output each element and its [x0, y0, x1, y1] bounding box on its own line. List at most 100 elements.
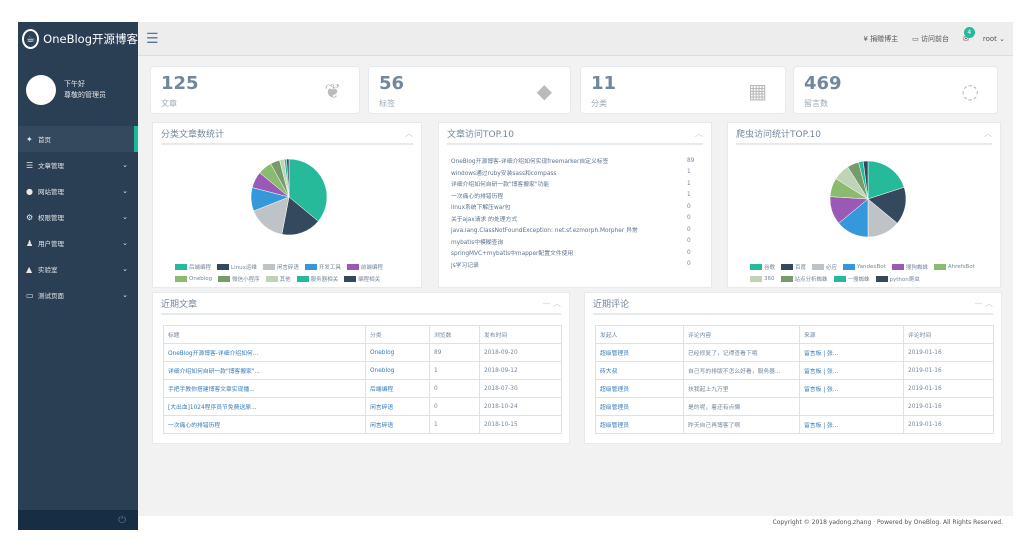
table-cell: 0 [429, 379, 480, 398]
table-link[interactable]: 留言板 | 张... [799, 415, 904, 434]
table-link[interactable]: 闲言碎语 [365, 415, 430, 434]
article-link[interactable]: java.lang.ClassNotFoundException: net.sf… [451, 228, 638, 235]
article-link[interactable]: OneBlog开源博客-详细介绍如何实现freemarker自定义标签 [451, 159, 609, 166]
column-header: 标题 [163, 325, 366, 344]
table-cell: 1 [429, 415, 480, 434]
table-link[interactable]: 详细介绍如何自研一款"博客搬家"... [163, 361, 366, 380]
article-link[interactable]: mybatis中模糊查询 [451, 239, 504, 246]
sidebar-item-label: 文章管理 [38, 162, 64, 170]
messages-button[interactable]: ✉ 4 [963, 26, 975, 43]
avatar[interactable] [26, 75, 56, 105]
list-item[interactable]: 详细介绍如何自研一款"博客搬家"功能 1 [451, 178, 699, 190]
brand[interactable]: ☕ OneBlog开源博客 [18, 22, 138, 56]
sidebar-item-6[interactable]: ▭ 测试页面 ⌄ [18, 282, 138, 308]
stat-card-tags[interactable]: 56 标签 ◆ [368, 66, 571, 114]
list-item[interactable]: js学习记录 0 [451, 259, 699, 271]
article-link[interactable]: linux系统下解压war包 [451, 205, 511, 212]
menu-toggle-icon[interactable]: ☰ [146, 30, 159, 47]
sidebar: ☕ OneBlog开源博客 下午好 尊敬的管理员 ✦ 首页 ☰ 文章管理 ⌄ ● 网站管理 ⌄… [18, 22, 138, 530]
pie-slice[interactable] [867, 160, 905, 200]
legend-entry[interactable]: python爬虫 [875, 275, 920, 283]
user-menu[interactable]: root ⌄ [983, 35, 1005, 43]
table-link[interactable]: 一次痛心的排错历程 [163, 415, 366, 434]
legend-entry[interactable]: 一搜蜘蛛 [833, 275, 870, 283]
pie-slice[interactable] [288, 158, 328, 222]
table-link[interactable]: [大出血]1024程序员节免费送原... [163, 397, 366, 416]
legend-entry[interactable]: 百度 [781, 263, 806, 271]
table-link[interactable]: 留言板 | 张... [799, 361, 904, 380]
sidebar-item-0[interactable]: ✦ 首页 [18, 126, 138, 152]
sidebar-item-2[interactable]: ● 网站管理 ⌄ [18, 178, 138, 204]
legend-entry[interactable]: 360 [750, 276, 775, 282]
comments-icon: ◌ [961, 79, 979, 103]
table-link[interactable]: 超级管理员 [595, 343, 684, 362]
list-item[interactable]: java.lang.ClassNotFoundException: net.sf… [451, 224, 699, 236]
power-icon[interactable]: ⏻ [118, 514, 126, 526]
list-item[interactable]: springMVC+mybatis中mapper配置文件使用 0 [451, 247, 699, 259]
legend-entry[interactable]: 站点分析蜘蛛 [780, 275, 828, 283]
list-item[interactable]: 一次痛心的排错历程 1 [451, 190, 699, 202]
list-item[interactable]: OneBlog开源博客-详细介绍如何实现freemarker自定义标签 89 [451, 155, 699, 167]
stat-card-categories[interactable]: 11 分类 ▦ [580, 66, 786, 114]
legend-label: Linux运维 [231, 265, 257, 271]
stat-card-comments[interactable]: 469 留言数 ◌ [793, 66, 998, 114]
table-link[interactable]: 超级管理员 [595, 415, 684, 434]
legend-entry[interactable]: 必应 [812, 263, 837, 271]
article-link[interactable]: springMVC+mybatis中mapper配置文件使用 [451, 251, 574, 258]
legend-entry[interactable]: 开发工具 [304, 263, 341, 271]
collapse-icon[interactable]: ︿ [984, 128, 992, 138]
sidebar-item-label: 实验室 [38, 266, 58, 274]
list-item[interactable]: 关于ajax请求 的处理方式 0 [451, 213, 699, 225]
table-link[interactable]: 留言板 | 张... [799, 343, 904, 362]
table-link[interactable]: 闲言碎语 [365, 397, 430, 416]
sidebar-item-1[interactable]: ☰ 文章管理 ⌄ [18, 152, 138, 178]
article-link[interactable]: windows通过ruby安装sass和compass [451, 170, 557, 177]
legend-entry[interactable]: 其他 [265, 275, 291, 283]
table-link[interactable]: 超级管理员 [595, 397, 684, 416]
visit-count: 1 [687, 192, 691, 199]
collapse-icon[interactable]: ︿ [405, 128, 413, 138]
article-link[interactable]: 关于ajax请求 的处理方式 [451, 216, 518, 223]
legend-entry[interactable]: 谷歌 [750, 263, 775, 271]
list-item[interactable]: mybatis中模糊查询 0 [451, 236, 699, 248]
legend-swatch [833, 276, 846, 282]
table-link[interactable]: 超级管理员 [595, 379, 684, 398]
legend-entry[interactable]: Oneblog [175, 276, 212, 282]
sidebar-item-5[interactable]: ▲ 实验室 ⌄ [18, 256, 138, 282]
sidebar-item-4[interactable]: ♟ 用户管理 ⌄ [18, 230, 138, 256]
legend-entry[interactable]: 编程相关 [344, 275, 380, 283]
list-item[interactable]: linux系统下解压war包 0 [451, 201, 699, 213]
table-link[interactable]: 留言板 | 张... [799, 379, 904, 398]
article-link[interactable]: 详细介绍如何自研一款"博客搬家"功能 [451, 182, 550, 189]
pie-slice[interactable] [862, 160, 869, 200]
legend-entry[interactable]: 微信小程序 [218, 275, 260, 283]
article-link[interactable]: js学习记录 [451, 262, 479, 269]
table-link[interactable]: 砖大叔 [595, 361, 684, 380]
visit-count: 0 [687, 261, 691, 268]
article-link[interactable]: 一次痛心的排错历程 [451, 193, 504, 200]
panel-controls[interactable]: — ︿ [974, 298, 993, 308]
table-link[interactable] [799, 397, 904, 416]
table-link[interactable]: Oneblog [365, 343, 430, 362]
legend-entry[interactable]: 后端编程 [175, 263, 211, 271]
table-link[interactable]: 手把手教你搭建博客文章实现播... [163, 379, 366, 398]
panel-controls[interactable]: — ︿ [542, 298, 561, 308]
table-link[interactable]: Oneblog [365, 361, 430, 380]
legend-entry[interactable]: 闲言碎语 [262, 263, 299, 271]
legend-entry[interactable]: YandexBot [843, 264, 886, 270]
legend-entry[interactable]: Linux运维 [217, 263, 257, 271]
legend-entry[interactable]: 搜狗蜘蛛 [891, 263, 928, 271]
stat-card-articles[interactable]: 125 文章 ❦ [150, 66, 360, 114]
legend-entry[interactable]: 前端编程 [346, 263, 383, 271]
legend-entry[interactable]: 服务器相关 [296, 275, 338, 283]
list-item[interactable]: windows通过ruby安装sass和compass 1 [451, 167, 699, 179]
collapse-icon[interactable]: ︿ [695, 128, 703, 138]
recent-articles-table: 标题 分类 浏览数 发布时间 OneBlog开源博客-详细介绍如何... Oneblog 8… [163, 325, 562, 434]
visit-site-link[interactable]: ▭ 访问前台 [912, 34, 949, 44]
table-link[interactable]: 后端编程 [365, 379, 430, 398]
table-link[interactable]: OneBlog开源博客-详细介绍如何... [163, 343, 366, 362]
legend-entry[interactable]: AhrefsBot [933, 264, 975, 270]
donate-link[interactable]: ¥ 捐赠博主 [863, 34, 899, 43]
pie-slice[interactable] [286, 158, 290, 198]
sidebar-item-3[interactable]: ⚙ 权限管理 ⌄ [18, 204, 138, 230]
